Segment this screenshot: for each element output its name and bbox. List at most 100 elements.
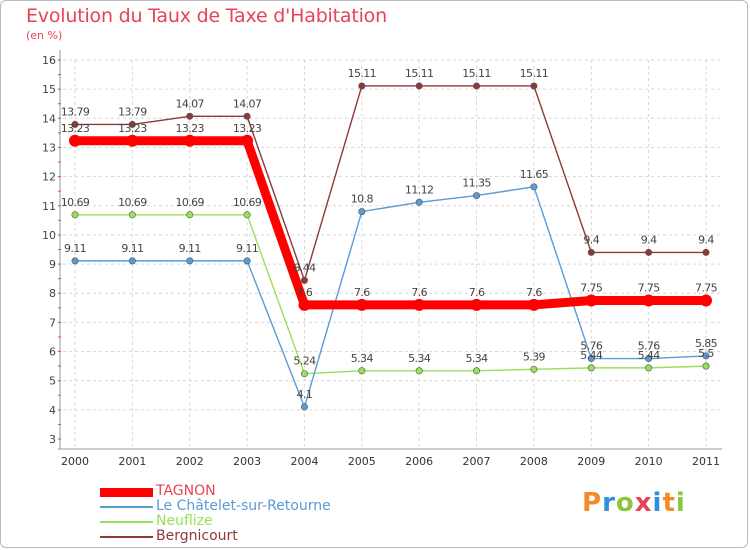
series-line-tagnon	[70, 136, 711, 310]
data-label: 5.34	[408, 352, 431, 365]
data-point	[186, 211, 194, 219]
data-label: 10.69	[61, 196, 90, 209]
data-label: 9.4	[583, 233, 599, 246]
data-point	[358, 208, 366, 216]
data-label: 5.34	[351, 352, 374, 365]
y-tick-label: 8	[49, 287, 56, 300]
y-tick-label: 5	[49, 375, 56, 388]
data-label: 7.6	[411, 286, 427, 299]
chart-title: Evolution du Taux de Taxe d'Habitation	[26, 5, 387, 27]
data-label: 5.34	[465, 352, 488, 365]
y-tick-label: 6	[49, 346, 56, 359]
data-point	[300, 370, 308, 378]
x-tick-label: 2006	[405, 455, 433, 468]
data-point	[358, 82, 366, 90]
data-label: 13.79	[118, 105, 147, 118]
y-tick-label: 9	[49, 258, 56, 271]
data-point	[69, 134, 81, 147]
data-point	[71, 211, 79, 219]
data-label: 7.75	[695, 282, 718, 295]
data-point	[415, 367, 423, 375]
legend-swatch	[100, 506, 153, 508]
y-tick-label: 10	[42, 229, 56, 242]
data-label: 9.11	[236, 242, 258, 255]
x-tick-label: 2001	[118, 455, 146, 468]
y-tick-label: 14	[42, 112, 56, 125]
data-point	[587, 364, 595, 372]
data-point	[415, 82, 423, 90]
data-label: 7.6	[354, 286, 370, 299]
data-point	[128, 257, 136, 265]
logo-letter: o	[615, 488, 635, 518]
x-tick-label: 2010	[635, 455, 663, 468]
data-label: 13.23	[61, 122, 90, 135]
data-point	[530, 365, 538, 373]
x-tick-label: 2003	[233, 455, 261, 468]
x-tick-label: 2007	[463, 455, 491, 468]
y-tick-label: 15	[42, 83, 56, 96]
data-point	[527, 298, 540, 311]
legend-label: TAGNON	[156, 483, 216, 499]
x-tick-label: 2002	[176, 455, 204, 468]
data-point	[243, 211, 251, 219]
series-line-le-ch-telet-sur-retourne	[74, 186, 707, 408]
logo-letter: i	[652, 488, 663, 518]
data-label: 14.07	[175, 97, 204, 110]
data-point	[126, 134, 139, 147]
y-tick-label: 12	[42, 171, 56, 184]
data-label: 7.75	[638, 282, 661, 295]
logo-letter: x	[634, 488, 653, 518]
y-tick-label: 13	[42, 141, 56, 154]
data-point	[702, 352, 710, 360]
unit-label: (en %)	[26, 29, 63, 42]
data-label: 5.44	[638, 349, 661, 362]
data-point	[128, 211, 136, 219]
data-label: 5.44	[580, 349, 603, 362]
data-point	[645, 364, 653, 372]
data-label: 10.8	[351, 193, 374, 206]
logo-letter: i	[675, 488, 686, 518]
data-label: 5.76	[638, 340, 661, 353]
data-point	[415, 198, 423, 206]
data-label: 5.39	[523, 350, 546, 363]
proxiti-logo: Proxiti	[582, 488, 686, 518]
data-label: 10.69	[233, 196, 262, 209]
data-label: 13.23	[175, 122, 204, 135]
data-label: 7.6	[297, 286, 313, 299]
data-label: 11.65	[520, 168, 549, 181]
data-label: 11.12	[405, 183, 434, 196]
logo-letter: P	[582, 488, 603, 518]
logo-letter: t	[662, 488, 676, 518]
data-label: 15.11	[462, 67, 491, 80]
data-label: 8.44	[293, 261, 316, 274]
y-tick-label: 7	[49, 316, 56, 329]
data-point	[530, 82, 538, 90]
data-point	[530, 183, 538, 191]
legend-swatch	[100, 487, 153, 497]
data-point	[587, 248, 595, 256]
logo-letter: r	[602, 488, 616, 518]
data-label: 5.85	[695, 337, 718, 350]
y-tick-label: 11	[42, 200, 56, 213]
x-tick-label: 2011	[692, 455, 720, 468]
data-label: 9.4	[641, 233, 657, 246]
data-label: 9.11	[64, 242, 86, 255]
data-point	[186, 112, 194, 120]
data-label: 13.23	[233, 122, 262, 135]
data-point	[413, 298, 426, 311]
data-label: 9.4	[698, 233, 714, 246]
data-label: 15.11	[405, 67, 434, 80]
data-label: 7.75	[580, 282, 603, 295]
data-label: 4.1	[297, 388, 313, 401]
data-label: 11.35	[462, 177, 491, 190]
data-point	[473, 82, 481, 90]
series-line-bergnicourt	[74, 85, 707, 282]
data-label: 5.5	[698, 347, 714, 360]
data-label: 7.6	[526, 286, 542, 299]
x-tick-label: 2000	[61, 455, 89, 468]
data-point	[243, 257, 251, 265]
data-point	[128, 120, 136, 128]
data-point	[241, 134, 254, 147]
